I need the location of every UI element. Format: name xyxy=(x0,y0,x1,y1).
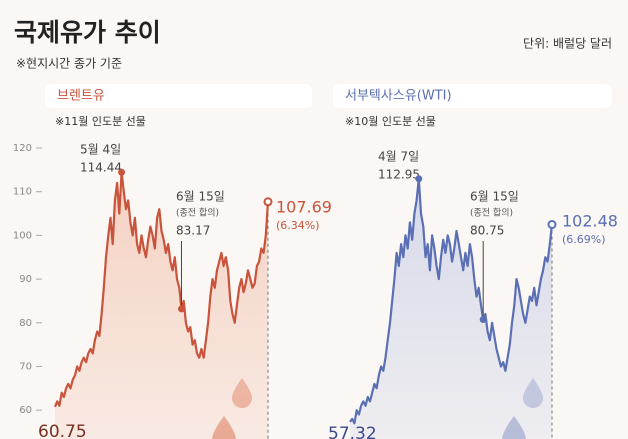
title: 국제유가 추이 xyxy=(14,18,161,47)
point xyxy=(263,197,273,207)
annotation-value: 102.48 xyxy=(562,212,618,231)
annotation-value: 60.75 xyxy=(38,422,87,439)
y-tick-label: 80 xyxy=(19,318,32,329)
annotation-date: 5월 4일 xyxy=(80,143,121,157)
y-tick-label: 120 xyxy=(13,143,32,154)
panel-header xyxy=(333,84,612,108)
price-line xyxy=(349,177,554,425)
point xyxy=(415,175,423,183)
panel-note: ※11월 인도분 선물 xyxy=(55,115,146,128)
panel-title: 서부텍사스유(WTI) xyxy=(345,89,452,104)
unit: 단위: 배럴당 달러 xyxy=(523,37,612,51)
annotation-value: 114.44 xyxy=(80,161,122,175)
annotation-value: 112.95 xyxy=(378,168,420,182)
area xyxy=(350,178,552,439)
annotation-value: 107.69 xyxy=(276,198,332,217)
annotation-date: 6월 15일 xyxy=(470,190,519,204)
annotation-note: (종전 합의) xyxy=(470,208,513,219)
point xyxy=(177,305,185,313)
subtitle: ※현지시간 종가 기준 xyxy=(16,57,122,71)
annotation-value: 80.75 xyxy=(470,224,504,238)
point xyxy=(479,315,487,323)
y-tick-label: 90 xyxy=(19,274,32,285)
annotation-date: 6월 15일 xyxy=(176,190,225,204)
panel-header xyxy=(45,84,312,108)
annotation-value: 83.17 xyxy=(176,224,210,238)
annotation-change: (6.69%) xyxy=(562,233,606,246)
annotation-note: (종전 합의) xyxy=(176,208,219,219)
price-line xyxy=(53,171,270,408)
panel-note: ※10월 인도분 선물 xyxy=(345,115,436,128)
point xyxy=(118,168,126,176)
annotation-date: 4월 7일 xyxy=(378,150,419,164)
y-tick-label: 100 xyxy=(13,230,32,241)
point xyxy=(547,220,557,230)
annotation-change: (6.34%) xyxy=(276,219,320,232)
annotation-value: 57.32 xyxy=(328,424,377,439)
y-tick-label: 70 xyxy=(19,361,32,372)
panel-title: 브렌트유 xyxy=(57,89,105,104)
y-tick-label: 60 xyxy=(19,405,32,416)
y-tick-label: 110 xyxy=(13,187,32,198)
